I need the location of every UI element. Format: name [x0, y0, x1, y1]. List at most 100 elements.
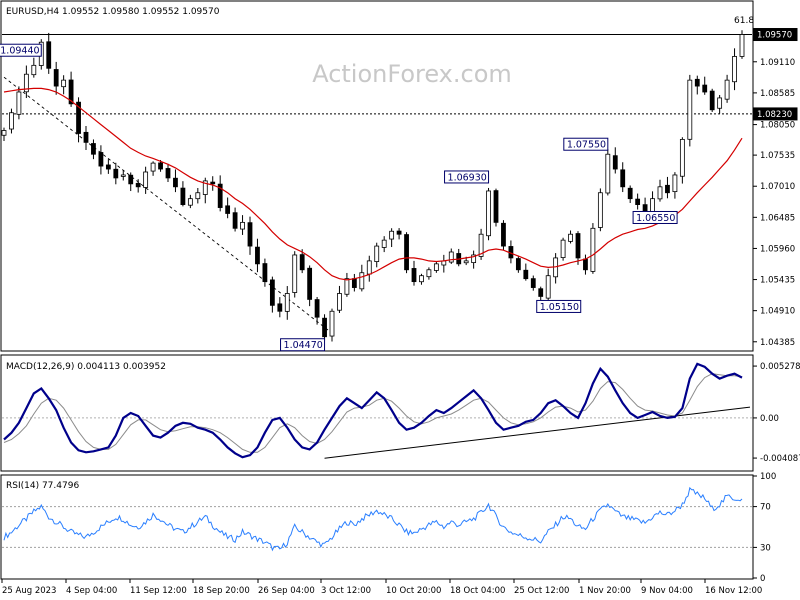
macd-main-line [3, 362, 743, 459]
candle-body [530, 278, 536, 288]
candle-body [374, 245, 380, 262]
price-label-box [0, 43, 42, 57]
price-label-box [280, 338, 326, 352]
candle-body [687, 79, 693, 140]
candle-body [411, 268, 417, 283]
time-tick-label: 11 Sep 12:00 [130, 586, 187, 596]
candle-body [120, 174, 126, 177]
candle-body [620, 169, 626, 188]
price-tick-label: 1.05960 [760, 244, 795, 254]
candle-body [83, 131, 89, 143]
price-label-box [632, 210, 678, 224]
price-grid [2, 34, 752, 115]
rsi-axis: 100 70 30 0 [753, 472, 776, 584]
candle-body [612, 155, 618, 170]
candle-body [210, 181, 216, 185]
candle-body [560, 239, 566, 258]
candle-body [307, 267, 313, 300]
time-tick-label: 3 Oct 12:00 [321, 586, 371, 596]
candle-body [232, 212, 238, 229]
time-tick-label: 25 Aug 2023 [2, 586, 56, 596]
watermark: ActionForex.com [312, 60, 512, 88]
time-tick-label: 18 Oct 04:00 [450, 586, 505, 596]
candle-body [702, 84, 708, 93]
candle-body [255, 246, 260, 265]
moving-average-line [3, 87, 743, 281]
fib-level-label: 61.8 [734, 16, 754, 26]
price-label-box [563, 137, 609, 151]
candle-body [389, 230, 395, 240]
price-label: 1.04470 [284, 340, 323, 351]
candle-body [605, 153, 611, 194]
macd-tick-label: 0.005278 [760, 362, 800, 372]
candle-body [105, 164, 111, 170]
chart-header-symbol: EURUSD,H4 [6, 7, 59, 17]
candle-body [583, 258, 588, 271]
price-candles [1, 30, 745, 342]
rsi-line [3, 486, 743, 552]
macd-lines [3, 362, 751, 459]
price-annotations: 1.09440 1.04470 1.06930 1.05150 1.07550 1.065… [0, 43, 678, 352]
candle-body [240, 221, 245, 230]
price-tick-label: 1.09110 [760, 58, 795, 68]
candle-body [419, 275, 424, 283]
candle-body [590, 227, 596, 272]
candle-body [635, 198, 641, 205]
rsi-tick-label: 100 [760, 472, 776, 482]
candle-body [463, 260, 469, 264]
macd-axis: 0.005278 0.00 -0.004087 [753, 362, 800, 464]
price-label: 1.06550 [636, 213, 675, 224]
candle-body [68, 79, 74, 105]
candle-body [545, 275, 551, 299]
candle-body [262, 263, 268, 283]
time-axis: 25 Aug 2023 4 Sep 04:00 11 Sep 12:00 18 Sep… [1, 579, 762, 596]
time-tick-label: 9 Nov 04:00 [641, 586, 693, 596]
price-tick-label: 1.08050 [760, 121, 795, 131]
candle-body [657, 186, 663, 200]
candle-body [150, 162, 156, 172]
candle-body [135, 182, 141, 188]
candle-body [709, 90, 715, 111]
candle-body [269, 279, 275, 306]
candle-body [351, 278, 357, 288]
price-label: 1.06930 [448, 172, 487, 183]
candle-body [202, 180, 208, 195]
level-price-tag: 1.08230 [757, 110, 792, 120]
candle-body [195, 192, 201, 200]
current-price-tags: 1.09570 1.08230 [752, 28, 798, 121]
price-label: 1.05150 [540, 302, 579, 313]
candle-body [277, 303, 283, 312]
candle-body [158, 162, 163, 170]
macd-tick-label: 0.00 [760, 414, 779, 424]
candle-body [679, 139, 685, 177]
candle-body [299, 254, 305, 271]
rsi-panel-frame [0, 474, 754, 580]
candle-body [53, 69, 59, 87]
candle-body [344, 278, 350, 295]
candle-body [225, 205, 231, 214]
rsi-tick-label: 30 [760, 543, 771, 553]
macd-panel-frame [0, 354, 754, 472]
time-tick-label: 16 Nov 12:00 [705, 586, 762, 596]
candle-body [627, 187, 633, 200]
candle-body [180, 187, 186, 205]
candle-body [672, 174, 678, 193]
candle-body [396, 230, 402, 235]
candle-body [732, 56, 737, 83]
moving-average [3, 87, 743, 281]
current-price-tag-bg [752, 28, 798, 42]
price-tick-label: 1.04385 [760, 338, 795, 348]
candle-body [314, 299, 320, 318]
candle-body [337, 293, 342, 311]
chart-header-ohlc: 1.09552 1.09580 1.09552 1.09570 [62, 7, 220, 17]
candle-body [381, 239, 387, 248]
rsi-tick-label: 0 [760, 574, 765, 584]
macd-title: MACD(12,26,9) 0.004113 0.003952 [6, 362, 166, 372]
candle-body [143, 171, 149, 188]
macd-signal-line [3, 373, 743, 453]
rsi-tick-label: 70 [760, 503, 771, 513]
price-tick-label: 1.07535 [760, 151, 795, 161]
candle-body [322, 317, 327, 338]
